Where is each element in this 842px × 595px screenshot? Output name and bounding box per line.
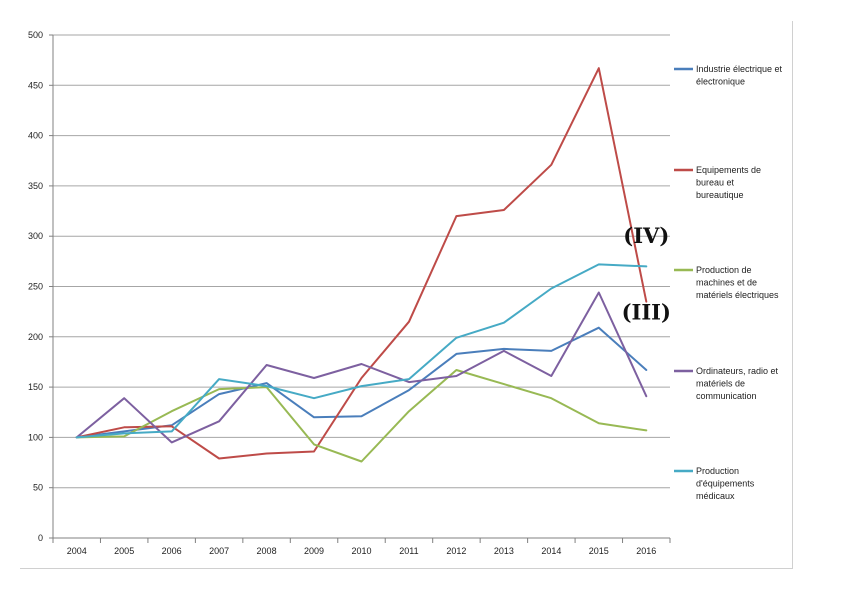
- legend-label: électronique: [696, 77, 745, 87]
- legend-label: médicaux: [696, 491, 735, 501]
- x-tick-label: 2016: [636, 546, 656, 556]
- x-tick-label: 2013: [494, 546, 514, 556]
- x-tick-label: 2004: [67, 546, 87, 556]
- legend-label: bureautique: [696, 190, 744, 200]
- series-line: [75, 369, 648, 463]
- y-tick-label: 300: [28, 231, 43, 241]
- series-line: [75, 263, 648, 439]
- x-tick-label: 2008: [257, 546, 277, 556]
- legend-label: Ordinateurs, radio et: [696, 366, 779, 376]
- x-tick-label: 2009: [304, 546, 324, 556]
- x-tick-label: 2012: [446, 546, 466, 556]
- legend-label: matériels électriques: [696, 290, 779, 300]
- x-tick-label: 2010: [351, 546, 371, 556]
- annotations: (IV) (III): [622, 223, 671, 324]
- series-line: [75, 291, 648, 444]
- series-lines: [75, 67, 648, 463]
- legend-label: Industrie électrique et: [696, 64, 783, 74]
- annotation-label: (III): [622, 300, 671, 325]
- legend-label: machines et de: [696, 278, 757, 288]
- legend-label: Production de: [696, 265, 752, 275]
- x-tick-labels: 2004 2005 2006 2007 2008 2009 2010 2011 2012 2013…: [67, 546, 657, 556]
- axes: [49, 34, 671, 543]
- chart-frame: [20, 21, 793, 569]
- x-tick-label: 2006: [162, 546, 182, 556]
- x-tick-label: 2005: [114, 546, 134, 556]
- y-tick-label: 50: [33, 483, 43, 493]
- legend-label: Equipements de: [696, 165, 761, 175]
- y-tick-label: 400: [28, 131, 43, 141]
- y-tick-label: 250: [28, 282, 43, 292]
- series-line: [75, 326, 648, 439]
- series-line: [75, 67, 648, 460]
- y-tick-label: 100: [28, 432, 43, 442]
- legend-label: Production: [696, 466, 739, 476]
- annotation-label: (IV): [623, 223, 669, 248]
- x-tick-label: 2015: [589, 546, 609, 556]
- legend-label: matériels de: [696, 379, 745, 389]
- y-tick-label: 200: [28, 332, 43, 342]
- x-tick-label: 2011: [399, 546, 418, 556]
- x-tick-label: 2007: [209, 546, 229, 556]
- legend-label: d'équipements: [696, 479, 755, 489]
- legend-label: bureau et: [696, 178, 735, 188]
- y-tick-label: 0: [38, 533, 43, 543]
- legend: Industrie électrique et électronique Equip…: [674, 64, 783, 501]
- y-tick-label: 150: [28, 382, 43, 392]
- legend-label: communication: [696, 391, 757, 401]
- y-tick-label: 350: [28, 181, 43, 191]
- y-tick-label: 500: [28, 30, 43, 40]
- y-tick-labels: 0 50 100 150 200 250 300 350 400 450 500: [28, 30, 43, 543]
- x-tick-label: 2014: [541, 546, 561, 556]
- gridlines: [53, 34, 670, 489]
- y-tick-label: 450: [28, 80, 43, 90]
